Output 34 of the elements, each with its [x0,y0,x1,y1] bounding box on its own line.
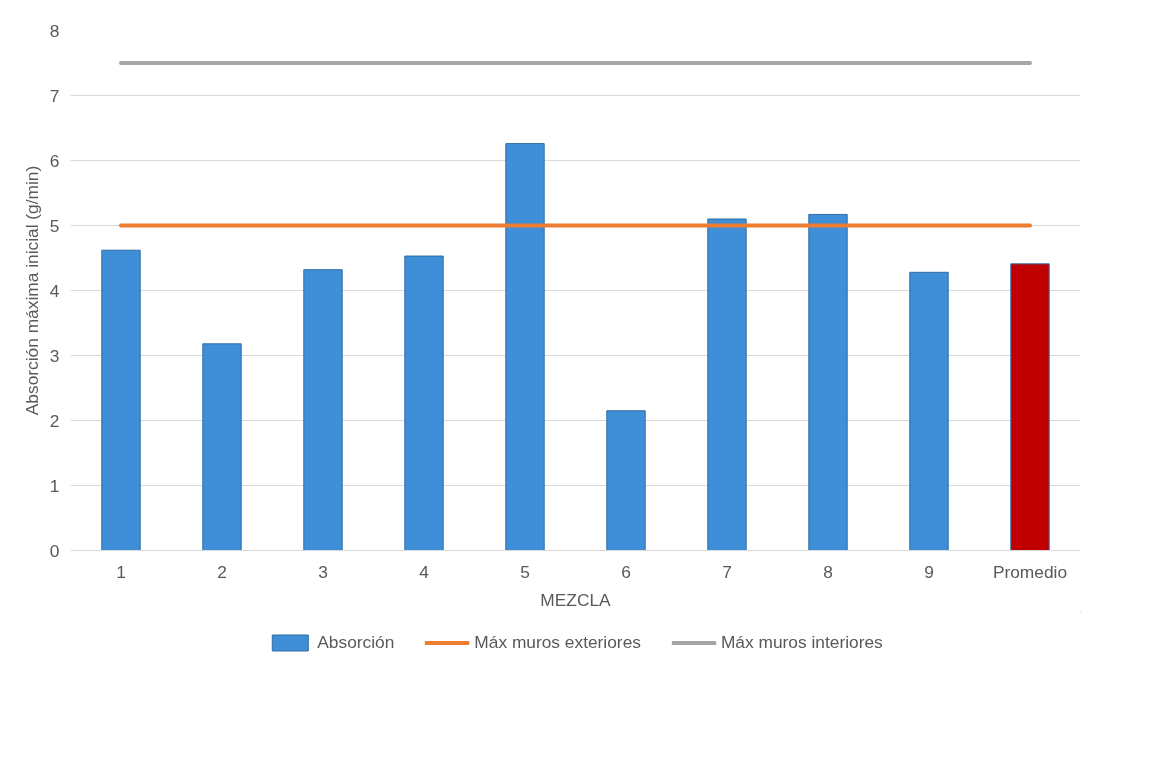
y-tick-label: 4 [49,280,60,301]
bar [606,410,646,551]
y-tick-label: 7 [49,85,60,106]
bar [808,213,848,551]
bar [101,249,141,551]
x-tick-label: 7 [722,561,732,582]
y-tick-label: 5 [49,215,60,236]
x-tick-label: 1 [116,561,126,582]
x-tick-label: 6 [621,561,631,582]
x-tick-label: Promedio [992,561,1068,582]
legend-label: Máx muros interiores [720,631,883,653]
y-tick-label: 0 [49,540,60,561]
x-axis-title: MEZCLA [540,589,612,610]
x-tick-label: 2 [217,561,227,582]
y-tick-label: 6 [49,150,60,171]
x-tick-label: 4 [419,561,430,582]
y-tick-label: 2 [49,410,60,431]
legend-label: Máx muros exteriores [474,631,641,653]
x-tick-label: 5 [520,561,530,582]
bar [303,269,343,551]
bar [505,143,545,551]
x-tick-label: 9 [924,561,934,582]
legend-label: Absorción [317,631,395,653]
y-tick-label: 1 [49,475,60,496]
bar [404,255,444,551]
y-axis-title: Absorción máxima inicial (g/min) [21,165,42,416]
x-tick-label: 8 [823,561,833,582]
x-tick-label: 3 [318,561,328,582]
y-tick-label: 3 [49,345,60,366]
bar [707,218,747,551]
bar [1010,263,1050,551]
y-tick-label: 8 [49,20,60,41]
bar [909,271,949,551]
bar [202,343,242,551]
